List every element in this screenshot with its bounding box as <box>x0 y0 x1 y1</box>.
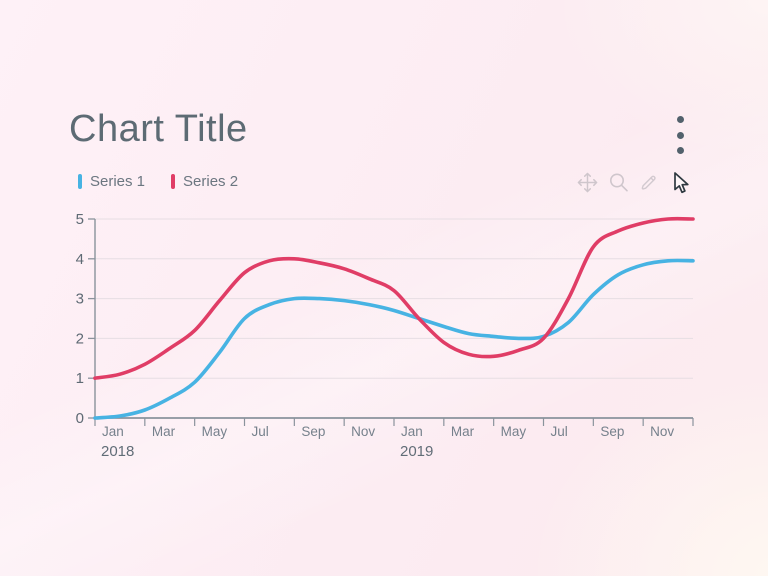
legend-item-series-2[interactable]: Series 2 <box>171 173 238 190</box>
series-1-marker-icon <box>78 174 82 189</box>
series-2-line[interactable] <box>93 216 695 380</box>
y-tick-label: 0 <box>76 410 84 427</box>
kebab-dot-icon <box>676 116 684 123</box>
draw-pen-icon <box>641 175 656 190</box>
chart-title: Chart Title <box>69 108 248 150</box>
legend: Series 1 Series 2 <box>78 173 238 190</box>
draw-tool-button[interactable] <box>638 171 661 194</box>
y-tick-label: 3 <box>76 291 84 308</box>
x-tick-label: Jul <box>252 424 269 439</box>
x-tick-label: Jul <box>551 424 568 439</box>
x-tick-label: Mar <box>152 424 176 439</box>
x-year-label: 2018 <box>101 443 134 460</box>
gridlines <box>95 218 693 379</box>
chart-toolbar <box>576 171 661 194</box>
series-1-line[interactable] <box>93 258 695 420</box>
y-tick-label: 1 <box>76 370 84 387</box>
zoom-magnifier-icon <box>610 173 628 192</box>
x-tick-label: Nov <box>650 424 674 439</box>
pan-tool-button[interactable] <box>576 171 599 194</box>
pan-move-icon <box>577 172 598 193</box>
axis-ticks <box>88 218 694 426</box>
kebab-dot-icon <box>676 131 684 139</box>
x-tick-label: Jan <box>102 424 124 439</box>
legend-label-series-1: Series 1 <box>90 173 146 190</box>
x-tick-label: Jan <box>401 424 423 439</box>
series-2-marker-icon <box>171 174 176 189</box>
x-year-label: 2019 <box>400 443 433 460</box>
x-tick-label: May <box>202 424 228 439</box>
x-tick-label: Mar <box>451 424 475 439</box>
y-tick-label: 4 <box>76 251 84 268</box>
x-tick-label: Sep <box>301 424 325 439</box>
mouse-cursor-icon <box>674 172 689 194</box>
legend-item-series-1[interactable]: Series 1 <box>78 173 145 190</box>
axis-labels: 0 1 2 3 4 5 Jan 2018 Mar May Jul Sep Nov Jan 2019 Mar Ma… <box>76 211 675 460</box>
kebab-menu-button[interactable] <box>669 114 691 156</box>
x-tick-label: Sep <box>600 424 624 439</box>
x-tick-label: Nov <box>351 424 375 439</box>
legend-label-series-2: Series 2 <box>183 173 239 190</box>
kebab-dot-icon <box>676 147 684 154</box>
zoom-tool-button[interactable] <box>607 171 630 194</box>
x-tick-label: May <box>501 424 527 439</box>
y-tick-label: 5 <box>76 211 84 228</box>
y-tick-label: 2 <box>76 330 84 347</box>
